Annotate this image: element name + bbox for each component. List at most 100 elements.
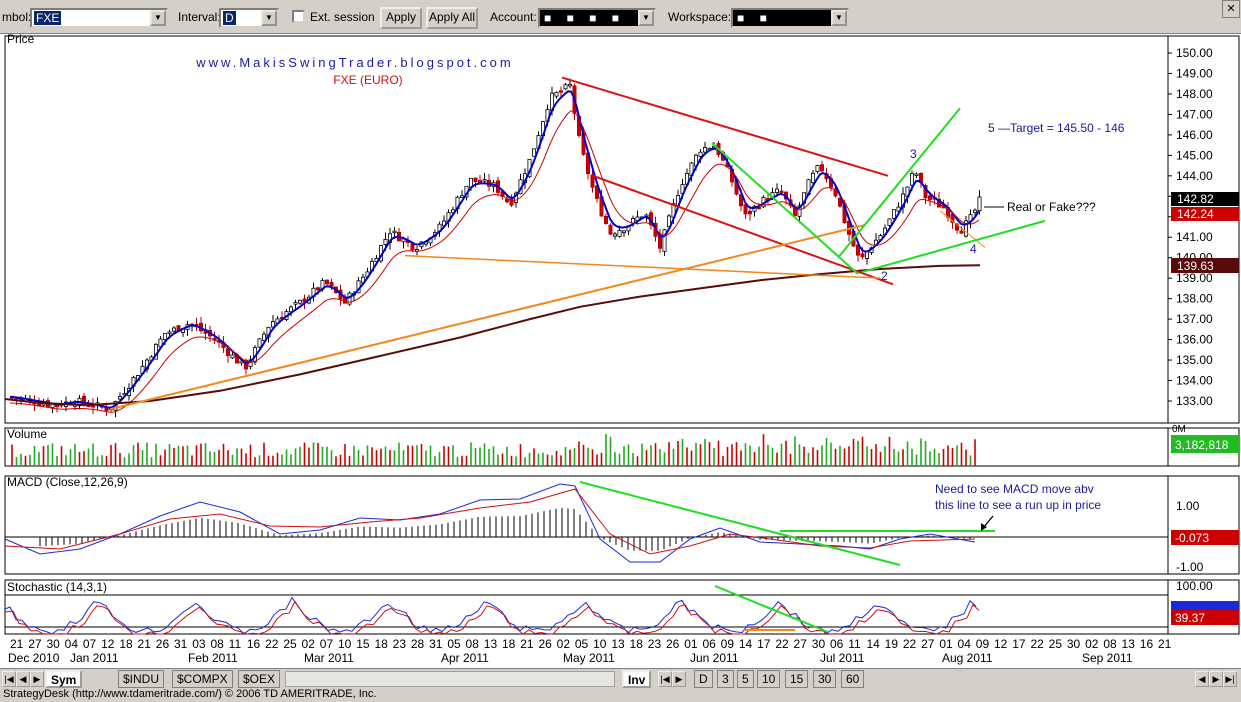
volume-bar <box>776 452 778 466</box>
candle-body <box>554 91 559 97</box>
scroll-right-icon[interactable]: ▶ <box>1209 671 1223 687</box>
date-axis-day: 26 <box>666 637 680 651</box>
volume-bar <box>807 452 810 466</box>
candle-body <box>613 233 618 237</box>
date-axis-day: 04 <box>958 637 972 651</box>
date-axis-day: 16 <box>247 637 261 651</box>
volume-bar <box>497 454 499 466</box>
close-icon[interactable]: ✕ <box>1222 0 1240 18</box>
tab-interval-15[interactable]: 15 <box>785 670 809 688</box>
candle-body <box>257 338 262 348</box>
volume-bar <box>101 455 103 466</box>
volume-bar <box>443 446 445 466</box>
chevron-down-icon[interactable]: ▼ <box>150 10 166 26</box>
interval-combo[interactable]: D ▼ <box>219 8 279 28</box>
green-wave-line <box>711 142 859 275</box>
volume-bar <box>236 448 238 466</box>
candle-body <box>297 299 302 304</box>
next-tab-icon[interactable]: ▶ <box>672 671 686 687</box>
volume-bar <box>762 434 765 466</box>
first-tab-icon[interactable]: |◀ <box>2 671 16 687</box>
stoch-k-tag <box>1171 601 1239 610</box>
date-axis-day: 05 <box>575 637 589 651</box>
ext-session-checkbox[interactable] <box>292 10 305 23</box>
volume-bar <box>654 443 657 466</box>
blog-watermark: www.MakisSwingTrader.blogspot.com <box>195 55 513 70</box>
workspace-label: Workspace: <box>668 10 732 24</box>
date-axis-day: 06 <box>702 637 716 651</box>
volume-pane-frame <box>4 427 1169 467</box>
date-axis-day: 13 <box>1122 637 1136 651</box>
volume-bar <box>690 450 693 466</box>
tab-interval-60[interactable]: 60 <box>841 670 865 688</box>
volume-bar <box>96 456 99 466</box>
tab-indu[interactable]: $INDU <box>118 670 165 688</box>
volume-bar <box>411 445 414 466</box>
price-axis-label: 147.00 <box>1176 107 1213 121</box>
date-axis-day: 26 <box>538 637 552 651</box>
volume-bar <box>303 442 306 466</box>
date-axis-day: 09 <box>976 637 990 651</box>
volume-bar <box>20 453 22 466</box>
date-axis-day: 16 <box>1140 637 1154 651</box>
candle-body <box>892 209 897 219</box>
tab-sym[interactable]: Sym <box>45 670 83 688</box>
volume-bar <box>879 451 882 466</box>
tab-interval-10[interactable]: 10 <box>757 670 781 688</box>
apply-button[interactable]: Apply <box>380 7 422 29</box>
apply-all-button[interactable]: Apply All <box>426 7 478 29</box>
chevron-down-icon[interactable]: ▼ <box>261 10 277 26</box>
volume-bar <box>159 455 162 466</box>
date-axis-month: Dec 2010 <box>8 651 60 665</box>
volume-bar <box>524 457 526 466</box>
date-axis-day: 02 <box>557 637 571 651</box>
volume-bar <box>699 444 702 466</box>
toolbar: mbol: FXE ▼ Interval: D ▼ Ext. session A… <box>0 0 1241 34</box>
volume-bar <box>960 442 963 466</box>
volume-bar <box>177 445 180 466</box>
tab-interval-d[interactable]: D <box>694 670 713 688</box>
first-tab-icon[interactable]: |◀ <box>658 671 672 687</box>
volume-bar <box>785 440 787 466</box>
volume-bar <box>317 442 319 466</box>
volume-bar <box>11 444 13 466</box>
prev-tab-icon[interactable]: ◀ <box>16 671 30 687</box>
volume-bar <box>308 447 310 466</box>
volume-bar <box>668 442 670 466</box>
macd-value: -0.073 <box>1175 531 1209 545</box>
scroll-left-icon[interactable]: ◀ <box>1195 671 1209 687</box>
volume-bar <box>492 446 495 466</box>
volume-bar <box>974 439 976 466</box>
volume-bar <box>110 444 112 466</box>
tab-compx[interactable]: $COMPX <box>172 670 233 688</box>
tab-oex[interactable]: $OEX <box>238 670 281 688</box>
volume-bar <box>281 454 283 466</box>
tab-interval-3[interactable]: 3 <box>717 670 734 688</box>
volume-value: 3,182,818 <box>1175 438 1229 452</box>
tab-inv[interactable]: Inv <box>622 670 652 688</box>
chevron-down-icon[interactable]: ▼ <box>638 10 654 26</box>
candle-body <box>779 190 784 193</box>
volume-bar <box>857 440 859 466</box>
next-tab-icon[interactable]: ▶ <box>30 671 44 687</box>
workspace-combo[interactable]: ■ ■ ▼ <box>731 8 849 28</box>
volume-bar <box>861 436 864 466</box>
tab-interval-5[interactable]: 5 <box>737 670 754 688</box>
volume-bar <box>272 455 274 466</box>
date-axis-month: Mar 2011 <box>304 651 354 665</box>
symbol-combo[interactable]: FXE ▼ <box>30 8 168 28</box>
orange-support-line <box>404 254 881 279</box>
volume-bar <box>686 447 688 466</box>
scroll-end-icon[interactable]: ▶| <box>1223 671 1237 687</box>
ma-fast-line <box>9 90 980 409</box>
price-axis-label: 150.00 <box>1176 46 1213 60</box>
volume-bar <box>852 438 855 466</box>
volume-bar <box>47 445 49 466</box>
volume-bar <box>758 446 760 466</box>
volume-bar <box>366 445 369 466</box>
volume-bar <box>465 455 468 466</box>
tab-interval-30[interactable]: 30 <box>813 670 837 688</box>
account-combo[interactable]: ■ ■ ■ ■ ▼ <box>538 8 656 28</box>
chevron-down-icon[interactable]: ▼ <box>831 10 847 26</box>
symbol-tabs-scrollbar[interactable] <box>285 671 615 687</box>
